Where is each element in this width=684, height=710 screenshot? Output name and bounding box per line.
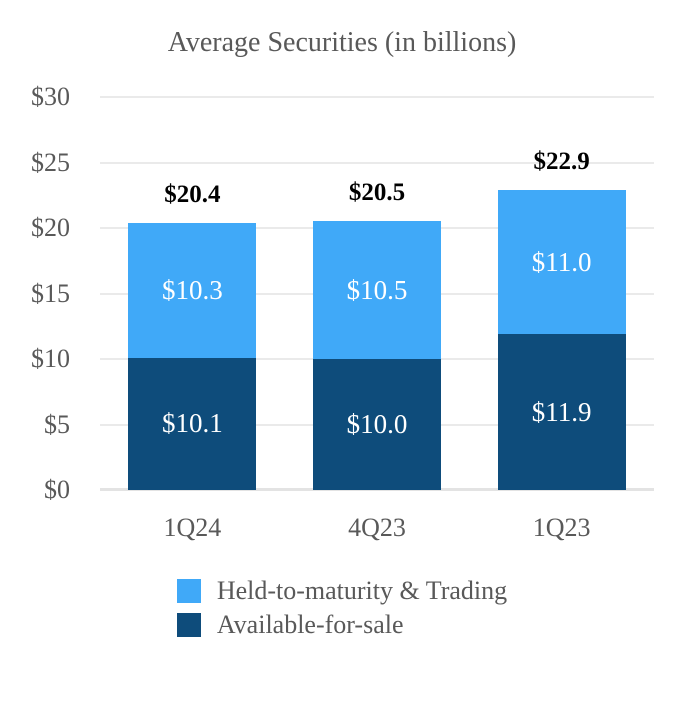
y-tick-label: $0 [44,475,70,504]
gridline [100,96,654,98]
y-tick-label: $10 [31,344,70,373]
x-axis-label: 4Q23 [348,513,406,542]
segment-value-label: $10.0 [346,409,408,439]
gridline [100,161,654,164]
legend-label: Available-for-sale [216,610,404,639]
legend-item: Held-to-maturity & Trading [176,576,508,606]
total-value-label: $20.4 [164,180,221,208]
segment-value-label: $11.0 [531,246,592,277]
y-tick-label: $15 [31,278,70,308]
x-axis-label: 1Q23 [532,513,591,542]
legend-rows: Held-to-maturity & Trading Available-for-… [176,576,508,640]
chart-title: Average Securities (in billions) [167,27,517,58]
segment-value-label: $11.9 [531,396,592,427]
bar-segment-held-to-maturity-trading: $11.0 [497,190,626,335]
legend-item: Available-for-sale [176,610,507,640]
legend-swatch-icon [176,613,201,637]
bar-segment-available-for-sale: $10.1 [128,357,257,490]
segment-value-label: $10.5 [346,274,408,305]
bar-segment-available-for-sale: $10.0 [313,359,441,490]
total-value-label: $20.5 [348,179,406,207]
segment-value-label: $10.3 [161,274,223,305]
y-tick-label: $30 [31,82,70,111]
legend-label: Held-to-maturity & Trading [216,576,508,605]
segment-value-label: $10.1 [161,408,223,439]
legend-swatch-icon [176,579,201,603]
y-tick-label: $20 [31,213,70,242]
bar-segment-available-for-sale: $11.9 [497,334,626,490]
y-tick-label: $25 [31,147,70,177]
legend: Held-to-maturity & Trading Available-for-… [0,576,684,640]
bar-segment-held-to-maturity-trading: $10.5 [313,221,441,359]
x-axis-label: 1Q24 [163,513,222,542]
bar-segment-held-to-maturity-trading: $10.3 [128,222,257,358]
total-value-label: $22.9 [533,148,590,176]
y-tick-label: $5 [44,409,70,439]
plot-area: $10.1 $10.3 $20.4 $10.0 $10.5 $20.5 $11.9 $11.0… [100,96,654,491]
